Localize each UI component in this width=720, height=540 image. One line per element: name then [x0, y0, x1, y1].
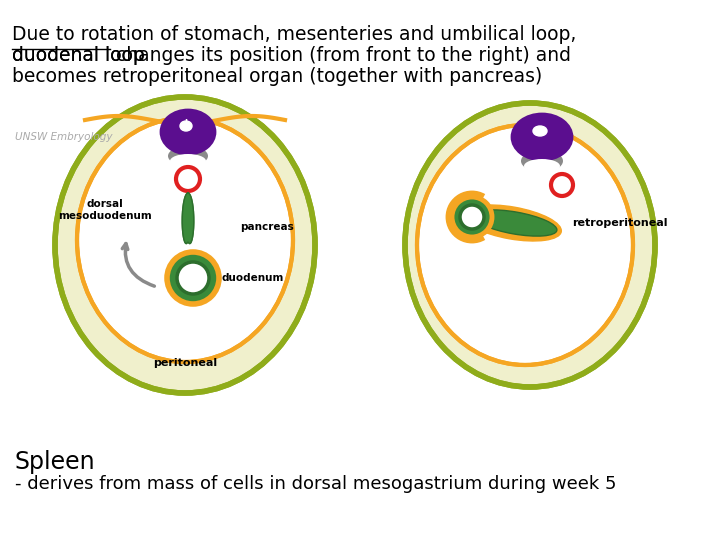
Ellipse shape: [55, 97, 315, 393]
Text: duodenal loop: duodenal loop: [12, 46, 145, 65]
Circle shape: [551, 174, 573, 196]
Ellipse shape: [463, 205, 562, 241]
Ellipse shape: [524, 159, 560, 173]
Circle shape: [452, 197, 492, 237]
Text: UNSW Embryology: UNSW Embryology: [15, 132, 112, 142]
Ellipse shape: [521, 150, 563, 172]
Ellipse shape: [161, 110, 215, 154]
Ellipse shape: [417, 125, 633, 365]
Polygon shape: [182, 193, 194, 244]
Ellipse shape: [170, 154, 206, 168]
Ellipse shape: [180, 121, 192, 131]
Circle shape: [460, 205, 484, 229]
Ellipse shape: [77, 118, 293, 362]
Text: duodenal loop: duodenal loop: [12, 46, 145, 65]
Text: peritoneal: peritoneal: [153, 358, 217, 368]
Circle shape: [177, 262, 209, 294]
Text: Due to rotation of stomach, mesenteries and umbilical loop,: Due to rotation of stomach, mesenteries …: [12, 25, 577, 44]
Text: duodenum: duodenum: [222, 273, 284, 283]
Ellipse shape: [168, 146, 208, 166]
Text: dorsal
mesoduodenum: dorsal mesoduodenum: [58, 199, 152, 221]
Text: becomes retroperitoneal organ (together with pancreas): becomes retroperitoneal organ (together …: [12, 67, 542, 86]
Text: - derives from mass of cells in dorsal mesogastrium during week 5: - derives from mass of cells in dorsal m…: [15, 475, 616, 493]
Circle shape: [176, 167, 200, 191]
Ellipse shape: [533, 126, 547, 136]
Ellipse shape: [473, 210, 557, 236]
Ellipse shape: [512, 114, 572, 160]
Text: I: I: [184, 119, 187, 129]
Text: Spleen: Spleen: [15, 450, 96, 474]
Ellipse shape: [405, 103, 655, 387]
Text: changes its position (from front to the right) and: changes its position (from front to the …: [110, 46, 571, 65]
Text: pancreas: pancreas: [240, 222, 294, 232]
Text: retroperitoneal: retroperitoneal: [572, 218, 667, 228]
Circle shape: [167, 252, 219, 304]
